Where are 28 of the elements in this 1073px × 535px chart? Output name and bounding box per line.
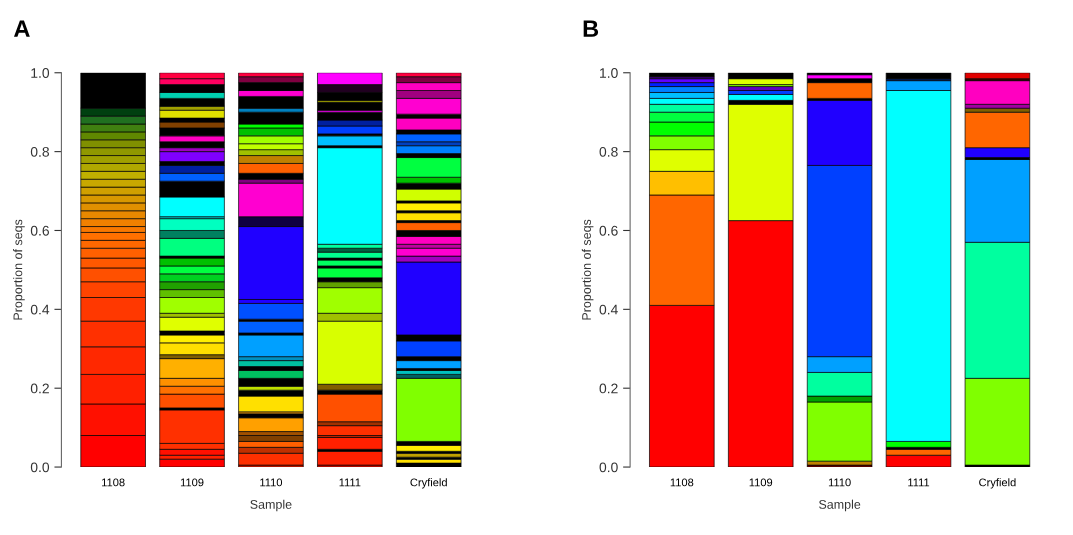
x-tick-label: Cryfield <box>979 478 1016 489</box>
x-tick-label: 1111 <box>908 478 930 487</box>
y-tick-label: 0.6 <box>599 225 618 236</box>
x-tick-label: 1108 <box>102 478 125 487</box>
y-tick-label: 0.0 <box>599 462 618 473</box>
y-tick-label: 0.4 <box>30 304 50 315</box>
chart-title: A <box>14 20 30 37</box>
x-tick-label: 1111 <box>339 478 361 487</box>
y-tick-label: 0.4 <box>599 304 618 315</box>
x-tick-label: 1109 <box>749 478 773 487</box>
x-axis-title: Sample <box>819 499 861 512</box>
y-axis-title: Proportion of seqs <box>13 219 25 320</box>
y-tick-label: 0.6 <box>30 225 49 236</box>
y-axis-title: Proportion of seqs <box>581 219 594 320</box>
x-tick-label: 1110 <box>828 478 851 487</box>
y-tick-label: 1.0 <box>31 68 50 78</box>
y-tick-label: 0.8 <box>599 146 618 157</box>
chart-title: B <box>583 20 599 37</box>
x-axis-title: Sample <box>250 499 292 512</box>
y-tick-label: 0.2 <box>599 383 618 394</box>
y-tick-label: 0.2 <box>30 383 49 394</box>
x-tick-label: Cryfield <box>410 478 447 489</box>
x-tick-label: 1109 <box>180 478 204 487</box>
y-tick-label: 0.0 <box>30 462 50 473</box>
x-tick-label: 1108 <box>670 478 694 487</box>
y-tick-label: 0.8 <box>30 146 49 157</box>
x-tick-label: 1110 <box>260 478 283 487</box>
y-tick-label: 1.0 <box>600 68 618 78</box>
